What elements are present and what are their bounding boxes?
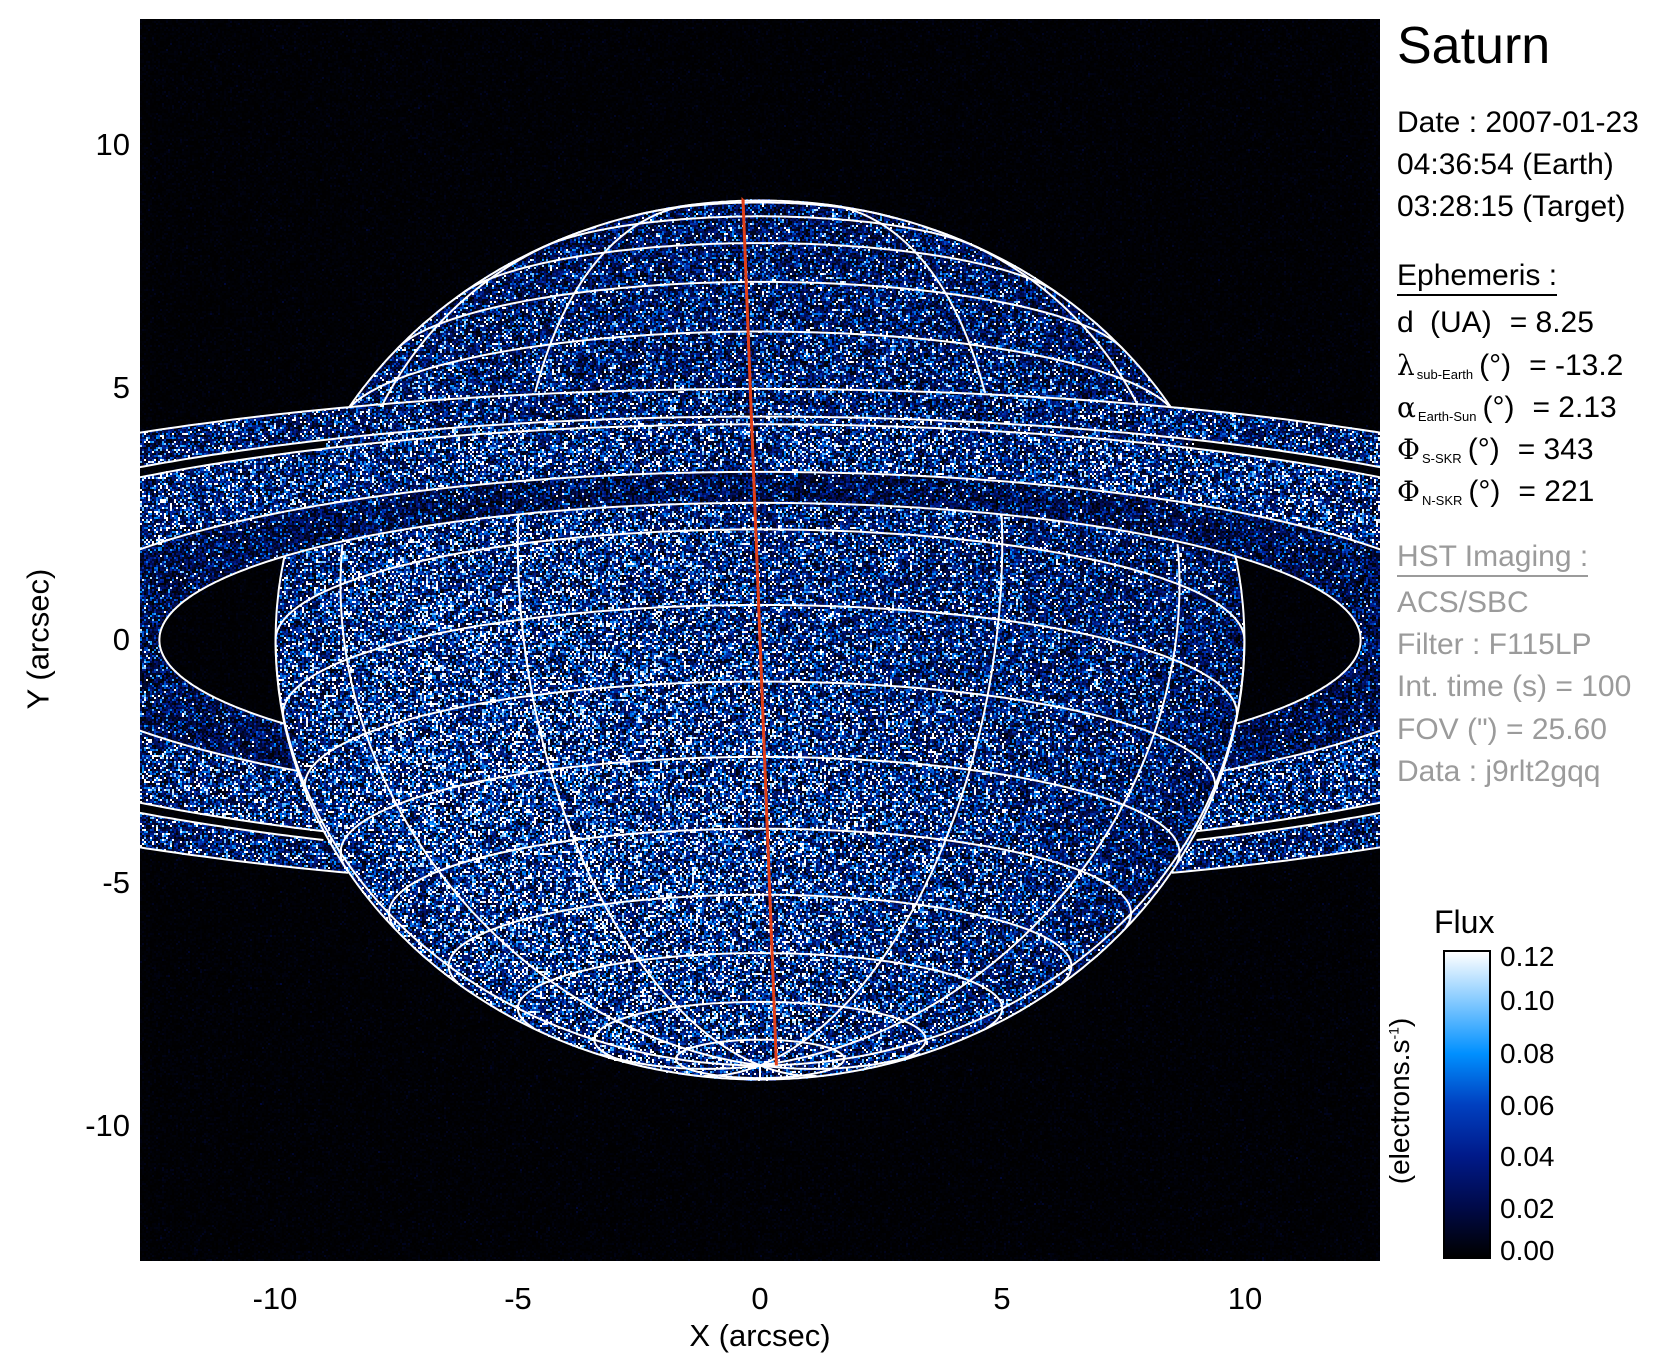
latitude-line <box>351 332 1168 406</box>
latitude-line <box>1235 557 1236 561</box>
colorbar-tick-label: 0.10 <box>1500 987 1555 1015</box>
longitude-line <box>760 544 1180 1065</box>
imaging-data-id: Data : j9rlt2gqq <box>1397 757 1600 787</box>
ring-edge-line <box>140 472 760 771</box>
longitude-line <box>341 544 761 1065</box>
colorbar <box>1443 950 1491 1259</box>
ring-edge-line <box>140 424 760 831</box>
x-tick-label: -10 <box>253 1283 298 1314</box>
ephemeris-unit: (°) <box>1482 391 1514 424</box>
y-tick-label: 5 <box>113 372 130 403</box>
colorbar-label-sup: -1 <box>1386 1027 1402 1039</box>
imaging-int-time: Int. time (s) = 100 <box>1397 672 1631 702</box>
ephemeris-heading: Ephemeris : <box>1397 261 1557 296</box>
ephemeris-subscript: N-SKR <box>1422 493 1462 508</box>
planet-grid-overlay <box>140 19 1380 1261</box>
longitude-line <box>819 204 985 392</box>
imaging-heading: HST Imaging : <box>1397 542 1588 577</box>
ephemeris-row: Φ S-SKR (°) = 343 <box>1397 435 1594 465</box>
x-tick-label: 5 <box>993 1283 1010 1314</box>
ephemeris-unit: (°) <box>1468 475 1500 508</box>
ephemeris-subscript: sub-Earth <box>1417 367 1473 382</box>
latitude-line <box>449 895 1072 983</box>
ring-edge-line <box>140 417 760 840</box>
ephemeris-unit: (°) <box>1468 433 1500 466</box>
latitude-line <box>389 829 1131 928</box>
plot-area <box>140 19 1380 1261</box>
colorbar-tick-label: 0.04 <box>1500 1143 1555 1171</box>
y-tick-label: 0 <box>113 624 130 655</box>
planet-limb <box>349 201 1171 408</box>
ephemeris-row: d (UA) = 8.25 <box>1397 308 1594 338</box>
latitude-line <box>518 953 1002 1028</box>
y-tick-label: -5 <box>102 867 130 898</box>
longitude-line <box>383 227 596 404</box>
ephemeris-value: = -13.2 <box>1529 349 1623 382</box>
colorbar-tick-label: 0.12 <box>1500 943 1555 971</box>
y-tick-label: 10 <box>96 129 130 160</box>
time-earth: 04:36:54 (Earth) <box>1397 150 1614 180</box>
ephemeris-subscript: S-SKR <box>1422 451 1462 466</box>
ephemeris-symbol: α <box>1397 391 1416 424</box>
longitude-line <box>276 640 760 1065</box>
ring-edge-line <box>760 424 1380 831</box>
latitude-line <box>305 682 1215 793</box>
x-tick-label: -5 <box>504 1283 532 1314</box>
ephemeris-symbol: Φ <box>1397 433 1420 466</box>
colorbar-title: Flux <box>1434 906 1494 938</box>
x-axis-label: X (arcsec) <box>689 1320 830 1351</box>
ring-edge-line <box>159 503 760 724</box>
colorbar-tick-label: 0.06 <box>1500 1092 1555 1120</box>
central-meridian-line <box>743 201 776 1066</box>
latitude-line <box>284 557 285 561</box>
latitude-line <box>341 757 1180 865</box>
latitude-line <box>459 243 1060 296</box>
colorbar-tick-label: 0.08 <box>1500 1040 1555 1068</box>
imaging-instrument: ACS/SBC <box>1397 588 1529 618</box>
colorbar-label-end: ) <box>1384 1018 1415 1027</box>
x-tick-label: 10 <box>1228 1283 1262 1314</box>
imaging-fov: FOV (") = 25.60 <box>1397 715 1607 745</box>
colorbar-label: (electrons.s-1) <box>1386 1018 1414 1185</box>
ephemeris-subscript: Earth-Sun <box>1418 409 1477 424</box>
ephemeris-value: = 343 <box>1518 433 1594 466</box>
colorbar-tick-label: 0.02 <box>1500 1195 1555 1223</box>
ephemeris-value: = 221 <box>1518 475 1594 508</box>
longitude-line <box>535 204 701 392</box>
longitude-line <box>760 640 1244 1065</box>
planet-title: Saturn <box>1397 16 1550 76</box>
ephemeris-symbol: λ <box>1397 349 1415 382</box>
longitude-line <box>924 227 1137 404</box>
colorbar-tick-label: 0.00 <box>1500 1237 1555 1265</box>
time-target: 03:28:15 (Target) <box>1397 192 1625 222</box>
y-axis-label: Y (arcsec) <box>23 569 54 710</box>
ephemeris-value: = 2.13 <box>1532 391 1616 424</box>
ring-edge-line <box>760 472 1380 771</box>
ephemeris-row: λ sub-Earth (°) = -13.2 <box>1397 351 1623 381</box>
ephemeris-symbol: d <box>1397 306 1414 339</box>
ephemeris-unit: (°) <box>1479 349 1511 382</box>
ephemeris-row: Φ N-SKR (°) = 221 <box>1397 477 1594 507</box>
planet-limb <box>1236 560 1244 640</box>
y-tick-label: -10 <box>85 1110 130 1141</box>
ring-edge-line <box>760 417 1380 840</box>
x-tick-label: 0 <box>751 1283 768 1314</box>
ephemeris-value: = 8.25 <box>1510 306 1594 339</box>
latitude-line <box>396 282 1124 351</box>
ephemeris-unit: (UA) <box>1422 306 1492 339</box>
latitude-line <box>535 216 984 251</box>
ring-edge-line <box>760 503 1361 724</box>
ephemeris-row: α Earth-Sun (°) = 2.13 <box>1397 393 1617 423</box>
imaging-filter: Filter : F115LP <box>1397 630 1592 660</box>
colorbar-label-text: (electrons.s <box>1384 1040 1415 1185</box>
observation-date: Date : 2007-01-23 <box>1397 108 1639 138</box>
ephemeris-symbol: Φ <box>1397 475 1420 508</box>
